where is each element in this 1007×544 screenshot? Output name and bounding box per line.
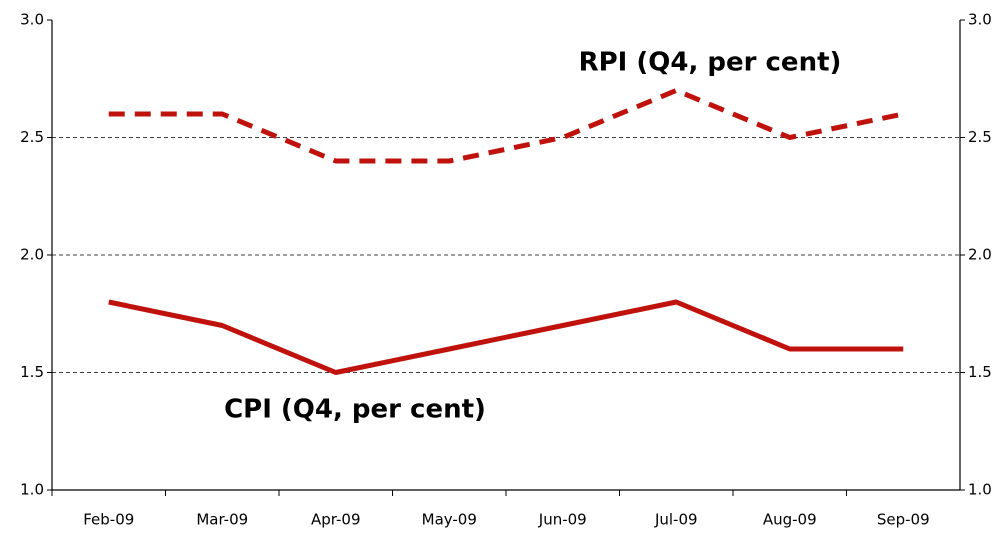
- x-tick-label: Jun-09: [538, 511, 587, 529]
- series-label: CPI (Q4, per cent): [224, 395, 486, 425]
- y2-tick-label: 1.0: [968, 481, 992, 499]
- x-tick-label: Jul-09: [654, 511, 698, 529]
- y2-tick-label: 1.5: [968, 363, 992, 381]
- y2-tick-label: 2.0: [968, 246, 992, 264]
- series-label: RPI (Q4, per cent): [579, 48, 842, 78]
- y2-tick-label: 2.5: [968, 128, 992, 146]
- y-tick-label: 1.5: [20, 363, 44, 381]
- x-tick-label: Feb-09: [83, 511, 134, 529]
- y-tick-label: 3.0: [20, 11, 44, 29]
- y-tick-label: 1.0: [20, 481, 44, 499]
- y-tick-label: 2.0: [20, 246, 44, 264]
- series-line: [108, 299, 904, 375]
- x-tick-label: Apr-09: [311, 511, 361, 529]
- y2-tick-label: 3.0: [968, 11, 992, 29]
- x-tick-label: Sep-09: [877, 511, 930, 529]
- x-tick-label: Aug-09: [763, 511, 817, 529]
- y-tick-label: 2.5: [20, 128, 44, 146]
- series-line: [108, 88, 904, 164]
- x-tick-label: Mar-09: [196, 511, 248, 529]
- x-tick-label: May-09: [422, 511, 477, 529]
